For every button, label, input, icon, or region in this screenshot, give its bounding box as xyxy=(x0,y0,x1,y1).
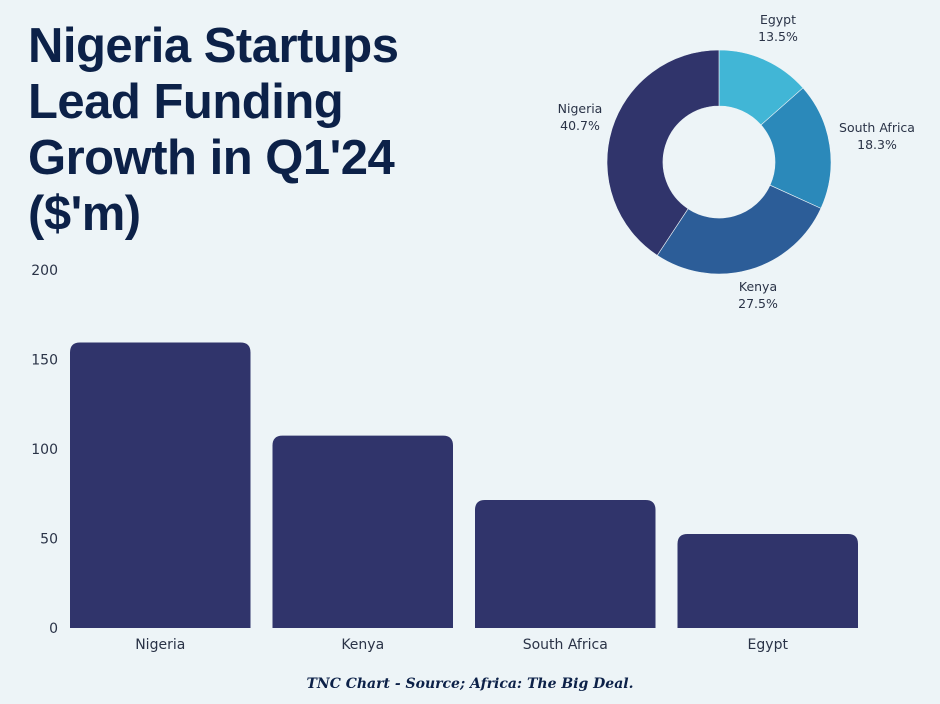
chart-title: Nigeria Startups Lead Funding Growth in … xyxy=(28,18,508,242)
donut-labels: Egypt 13.5% South Africa 18.3% Kenya 27.5% Nig… xyxy=(558,12,915,311)
title-line: ($'m) xyxy=(28,187,141,241)
slice-label: South Africa xyxy=(839,120,915,135)
title-line: Lead Funding xyxy=(28,75,344,129)
slice-value-label: 40.7% xyxy=(560,118,600,133)
y-tick-label: 0 xyxy=(49,621,58,637)
slice-kenya xyxy=(656,184,822,275)
y-tick-label: 150 xyxy=(31,353,58,369)
slice-value-label: 13.5% xyxy=(758,29,798,44)
y-tick-label: 50 xyxy=(40,532,58,548)
y-tick-label: 200 xyxy=(31,263,58,279)
donut-chart: Egypt 13.5% South Africa 18.3% Kenya 27.5% Nig… xyxy=(558,12,915,311)
bars xyxy=(70,342,858,628)
bar-nigeria xyxy=(70,342,251,628)
y-tick-label: 100 xyxy=(31,442,58,458)
x-tick-label: Kenya xyxy=(341,637,384,653)
slice-label: Kenya xyxy=(739,279,777,294)
x-tick-label: Nigeria xyxy=(135,637,185,653)
x-tick-label: South Africa xyxy=(523,637,608,653)
bar-south-africa xyxy=(475,500,656,628)
x-tick-label: Egypt xyxy=(748,637,789,653)
slice-value-label: 27.5% xyxy=(738,296,778,311)
source-note: TNC Chart - Source; Africa: The Big Deal… xyxy=(306,676,634,692)
donut-slices xyxy=(606,49,832,275)
slice-value-label: 18.3% xyxy=(857,137,897,152)
bar-kenya xyxy=(272,435,453,628)
title-line: Growth in Q1'24 xyxy=(28,131,395,185)
bar-chart: 0 50 100 150 200 Nigeria Kenya South Africa Egy… xyxy=(31,263,858,653)
slice-label: Nigeria xyxy=(558,101,603,116)
title-line: Nigeria Startups xyxy=(28,19,399,73)
y-axis: 0 50 100 150 200 xyxy=(31,263,58,637)
bar-egypt xyxy=(677,534,858,628)
slice-nigeria xyxy=(606,49,720,256)
x-axis: Nigeria Kenya South Africa Egypt xyxy=(135,637,788,653)
slice-label: Egypt xyxy=(760,12,796,27)
